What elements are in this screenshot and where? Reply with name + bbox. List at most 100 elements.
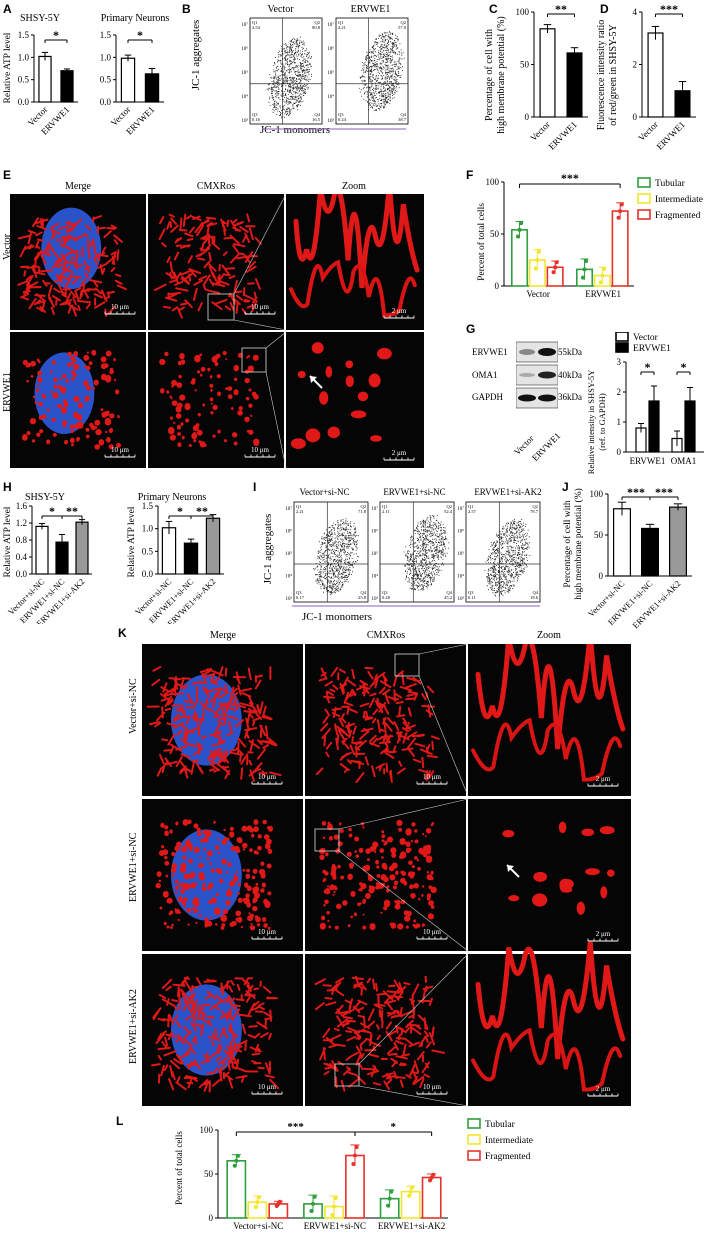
y-tick-label: 2 — [617, 387, 622, 397]
blot-label-ervwe1: ERVWE1 — [472, 347, 508, 357]
panel-label-e: E — [3, 168, 12, 182]
y-tick-label: 0 — [617, 447, 622, 457]
y-tick-label: 0.8 — [16, 535, 28, 545]
panel-g: ERVWE1 OMA1 GAPDH 55kDa 40kDa 36kDa Vect… — [468, 332, 708, 477]
category-label: OMA1 — [671, 456, 697, 466]
panel-d-chart: Fluorescence intensity ratio of red/green… — [596, 2, 696, 152]
mito-network — [471, 717, 623, 782]
scale-label: 10 μm — [111, 446, 130, 454]
mitochondria — [159, 351, 260, 448]
flow-dots — [359, 31, 405, 111]
quadrant-label: Q1 — [338, 20, 344, 25]
flow-i-xlabel: JC-1 monomers — [302, 611, 372, 623]
data-point — [517, 227, 522, 232]
data-point — [277, 1199, 282, 1204]
bar — [539, 28, 556, 118]
quadrant-label: Q4 — [401, 112, 407, 117]
mito-fragment — [576, 901, 586, 915]
legend-entry: Intermediate — [485, 1136, 533, 1146]
data-point — [234, 1158, 239, 1163]
quadrant-label: Q1 — [468, 504, 474, 509]
data-point — [312, 1194, 317, 1199]
data-point — [255, 1200, 260, 1205]
quadrant-label: Q2 — [315, 20, 321, 25]
y-tick-label: 0 — [599, 571, 604, 581]
flow-tick: 10⁴ — [285, 574, 292, 580]
sig-label: ** — [196, 504, 208, 518]
mito-fragment — [502, 829, 515, 838]
blot-kda-2: 40kDa — [558, 370, 582, 380]
flow-tick: 10³ — [328, 118, 335, 124]
flow-i-plots: 10⁷10⁶10⁵10⁴10³Q12.21Q271.8Q30.17Q425.81… — [285, 501, 541, 607]
mitochondria — [319, 819, 437, 931]
bar — [35, 525, 49, 575]
quadrant-label: Q4 — [361, 590, 367, 595]
chart-title: SHSY-5Y — [25, 492, 65, 503]
sig-label: * — [177, 504, 183, 518]
data-point — [553, 265, 558, 270]
group-label: Vector — [526, 289, 550, 299]
western-blot — [516, 341, 558, 409]
group-label: ERVWE1+si-AK2 — [378, 1221, 445, 1231]
sig-label: * — [681, 360, 687, 374]
flow-tick: 10⁷ — [457, 506, 464, 512]
quadrant-label: Q2 — [447, 504, 453, 509]
legend-swatch — [637, 193, 651, 204]
scale-label: 2 μm — [392, 307, 407, 315]
mito-fragment — [290, 438, 306, 449]
sig-label: *** — [627, 485, 645, 499]
y-tick-label: 2 — [633, 60, 638, 70]
bar — [612, 508, 631, 577]
zoom-line — [358, 953, 469, 1065]
y-axis-label: of red/green in SHSY-5Y — [608, 24, 619, 125]
data-point — [351, 1161, 356, 1166]
data-point — [309, 1208, 314, 1213]
mito-network — [293, 194, 420, 289]
y-axis-label: (ref. to GAPDH) — [597, 393, 607, 451]
panel-label-h: H — [3, 480, 12, 494]
quadrant-label: 18.6 — [530, 595, 539, 600]
legend-swatch — [467, 1118, 481, 1129]
panel-f-chart: Percent of total cells 0 50 100 Vector ERVWE1… — [476, 171, 703, 299]
y-tick-label: 100 — [516, 7, 530, 17]
group-label: Vector+si-NC — [233, 1221, 283, 1231]
category-label: ERVWE1 — [547, 119, 579, 151]
e-col-zoom: Zoom — [342, 181, 366, 192]
legend-swatch — [637, 209, 651, 220]
legend-entry: Tubular — [655, 179, 686, 189]
mito-fragment — [357, 391, 369, 402]
quadrant-label: 0.28 — [382, 595, 391, 600]
flow-i-title-2: ERVWE1+si-NC — [383, 487, 446, 497]
quadrant-label: Q3 — [252, 112, 258, 117]
flow-tick: 10⁴ — [327, 94, 334, 100]
chart-g: Relative intensity in SHSY-5Y(ref. to GA… — [588, 332, 704, 474]
quadrant-label: Q4 — [447, 590, 453, 595]
y-tick-label: 1.0 — [18, 52, 30, 62]
bar — [611, 210, 629, 287]
quadrant-label: 71.8 — [358, 509, 367, 514]
data-point — [535, 258, 540, 262]
mito-network — [475, 941, 626, 1060]
y-tick-label: 0.0 — [18, 97, 30, 107]
y-tick-label: 50 — [490, 229, 500, 239]
quadrant-label: 2.21 — [338, 25, 346, 30]
y-tick-label: 0.0 — [142, 569, 154, 579]
data-point — [616, 215, 621, 220]
flow-i-title-1: Vector+si-NC — [299, 487, 350, 497]
mito-fragment — [345, 360, 354, 369]
y-tick-label: 0 — [209, 1213, 214, 1223]
quadrant-label: Q3 — [338, 112, 344, 117]
k-col-cmxros: CMXRos — [366, 630, 406, 641]
bar — [120, 57, 136, 103]
legend-swatch — [467, 1150, 481, 1161]
data-point — [601, 266, 606, 271]
flow-dot-cloud — [359, 31, 405, 111]
flow-b-plots: 10⁷10⁶10⁵10⁴10³Q12.54Q280.8Q30.16Q416.51… — [241, 17, 409, 130]
mito-fragment — [319, 391, 329, 405]
y-tick-label: 0.5 — [18, 75, 30, 85]
legend-swatch — [467, 1134, 481, 1145]
y-tick-label: 50 — [204, 1169, 214, 1179]
bar — [421, 1176, 442, 1219]
data-point — [533, 266, 538, 271]
sig-label: *** — [655, 485, 673, 499]
